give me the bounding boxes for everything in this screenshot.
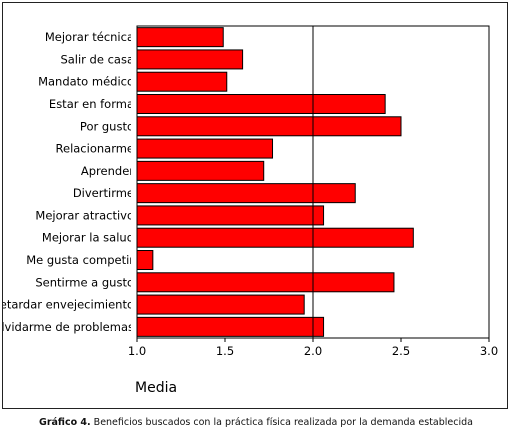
category-label: Por gusto — [80, 119, 134, 133]
figure-caption: Gráfico 4. Beneficios buscados con la pr… — [0, 417, 512, 428]
bar — [136, 272, 395, 293]
bar — [136, 227, 414, 248]
bar — [136, 27, 224, 48]
category-label: Olvidarme de problemas — [0, 320, 134, 334]
x-tick-label: 1.0 — [128, 344, 146, 358]
category-label: Me gusta competir — [26, 253, 134, 267]
bars-group — [136, 27, 414, 337]
category-label: Divertirme — [73, 186, 134, 200]
category-labels: Mejorar técnica Salir de casa Mandato médi… — [0, 30, 134, 334]
bar — [136, 116, 402, 137]
category-label: Retardar envejecimiento — [0, 298, 134, 312]
caption-text: Beneficios buscados con la práctica físi… — [93, 417, 473, 428]
category-label: Estar en forma — [49, 97, 134, 111]
bar-chart: Mejorar técnica Salir de casa Mandato médi… — [0, 25, 498, 396]
bar — [136, 71, 228, 92]
x-tick-label: 1.5 — [216, 344, 234, 358]
x-tick-label: 3.0 — [480, 344, 498, 358]
bar — [136, 183, 356, 204]
caption-label: Gráfico 4. — [39, 417, 91, 428]
x-tick-label: 2.5 — [392, 344, 410, 358]
bar — [136, 49, 244, 70]
bar — [136, 138, 274, 159]
x-axis-label: Media — [135, 380, 177, 396]
bar — [136, 160, 265, 181]
category-label: Aprender — [81, 164, 134, 178]
bar — [136, 316, 325, 337]
bar — [136, 250, 154, 270]
bar — [136, 294, 305, 315]
category-label: Mejorar técnica — [45, 30, 134, 44]
bar — [136, 205, 325, 226]
bar — [136, 94, 386, 114]
x-axis-ticks: 1.0 1.5 2.0 2.5 3.0 — [128, 338, 498, 358]
category-label: Relacionarme — [56, 142, 134, 156]
category-label: Mandato médico — [38, 75, 134, 89]
category-label: Salir de casa — [60, 52, 134, 66]
category-label: Mejorar atractivo — [35, 208, 134, 222]
category-label: Mejorar la salud — [42, 231, 134, 245]
x-tick-label: 2.0 — [304, 344, 322, 358]
category-label: Sentirme a gusto — [35, 275, 134, 289]
